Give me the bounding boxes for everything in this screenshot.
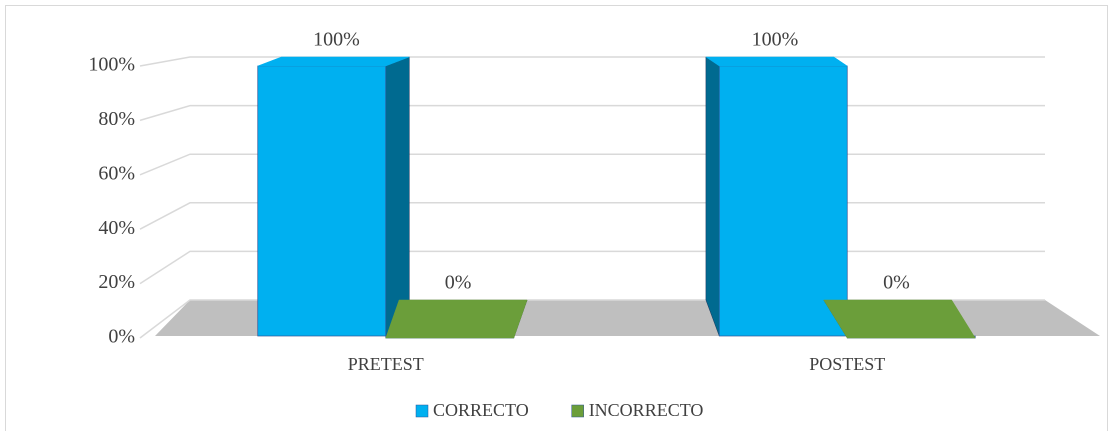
- value-label: 0%: [445, 272, 472, 294]
- bar: [718, 65, 848, 337]
- legend-label: CORRECTO: [433, 400, 529, 420]
- y-tick-label: 80%: [98, 108, 135, 130]
- y-tick-label: 40%: [98, 217, 135, 239]
- bar: [257, 65, 387, 337]
- y-tick-label: 100%: [88, 54, 135, 76]
- x-tick-label: PRETEST: [348, 354, 424, 374]
- bar-top: [823, 299, 976, 339]
- value-label: 0%: [883, 272, 910, 294]
- bar-top: [257, 56, 410, 67]
- bar-top: [705, 56, 849, 67]
- bar-side: [385, 56, 410, 337]
- bar-side: [705, 56, 720, 337]
- y-tick-label: 60%: [98, 162, 135, 184]
- chart-border: [5, 5, 1108, 431]
- value-label: 100%: [752, 29, 799, 51]
- bar-top: [385, 299, 528, 339]
- legend-swatch: [571, 404, 584, 418]
- value-label: 100%: [313, 29, 360, 51]
- legend-swatch: [415, 404, 429, 418]
- x-tick-label: POSTEST: [809, 354, 885, 374]
- legend-label: INCORRECTO: [589, 400, 704, 420]
- y-tick-label: 20%: [98, 271, 135, 293]
- y-tick-label: 0%: [108, 326, 135, 348]
